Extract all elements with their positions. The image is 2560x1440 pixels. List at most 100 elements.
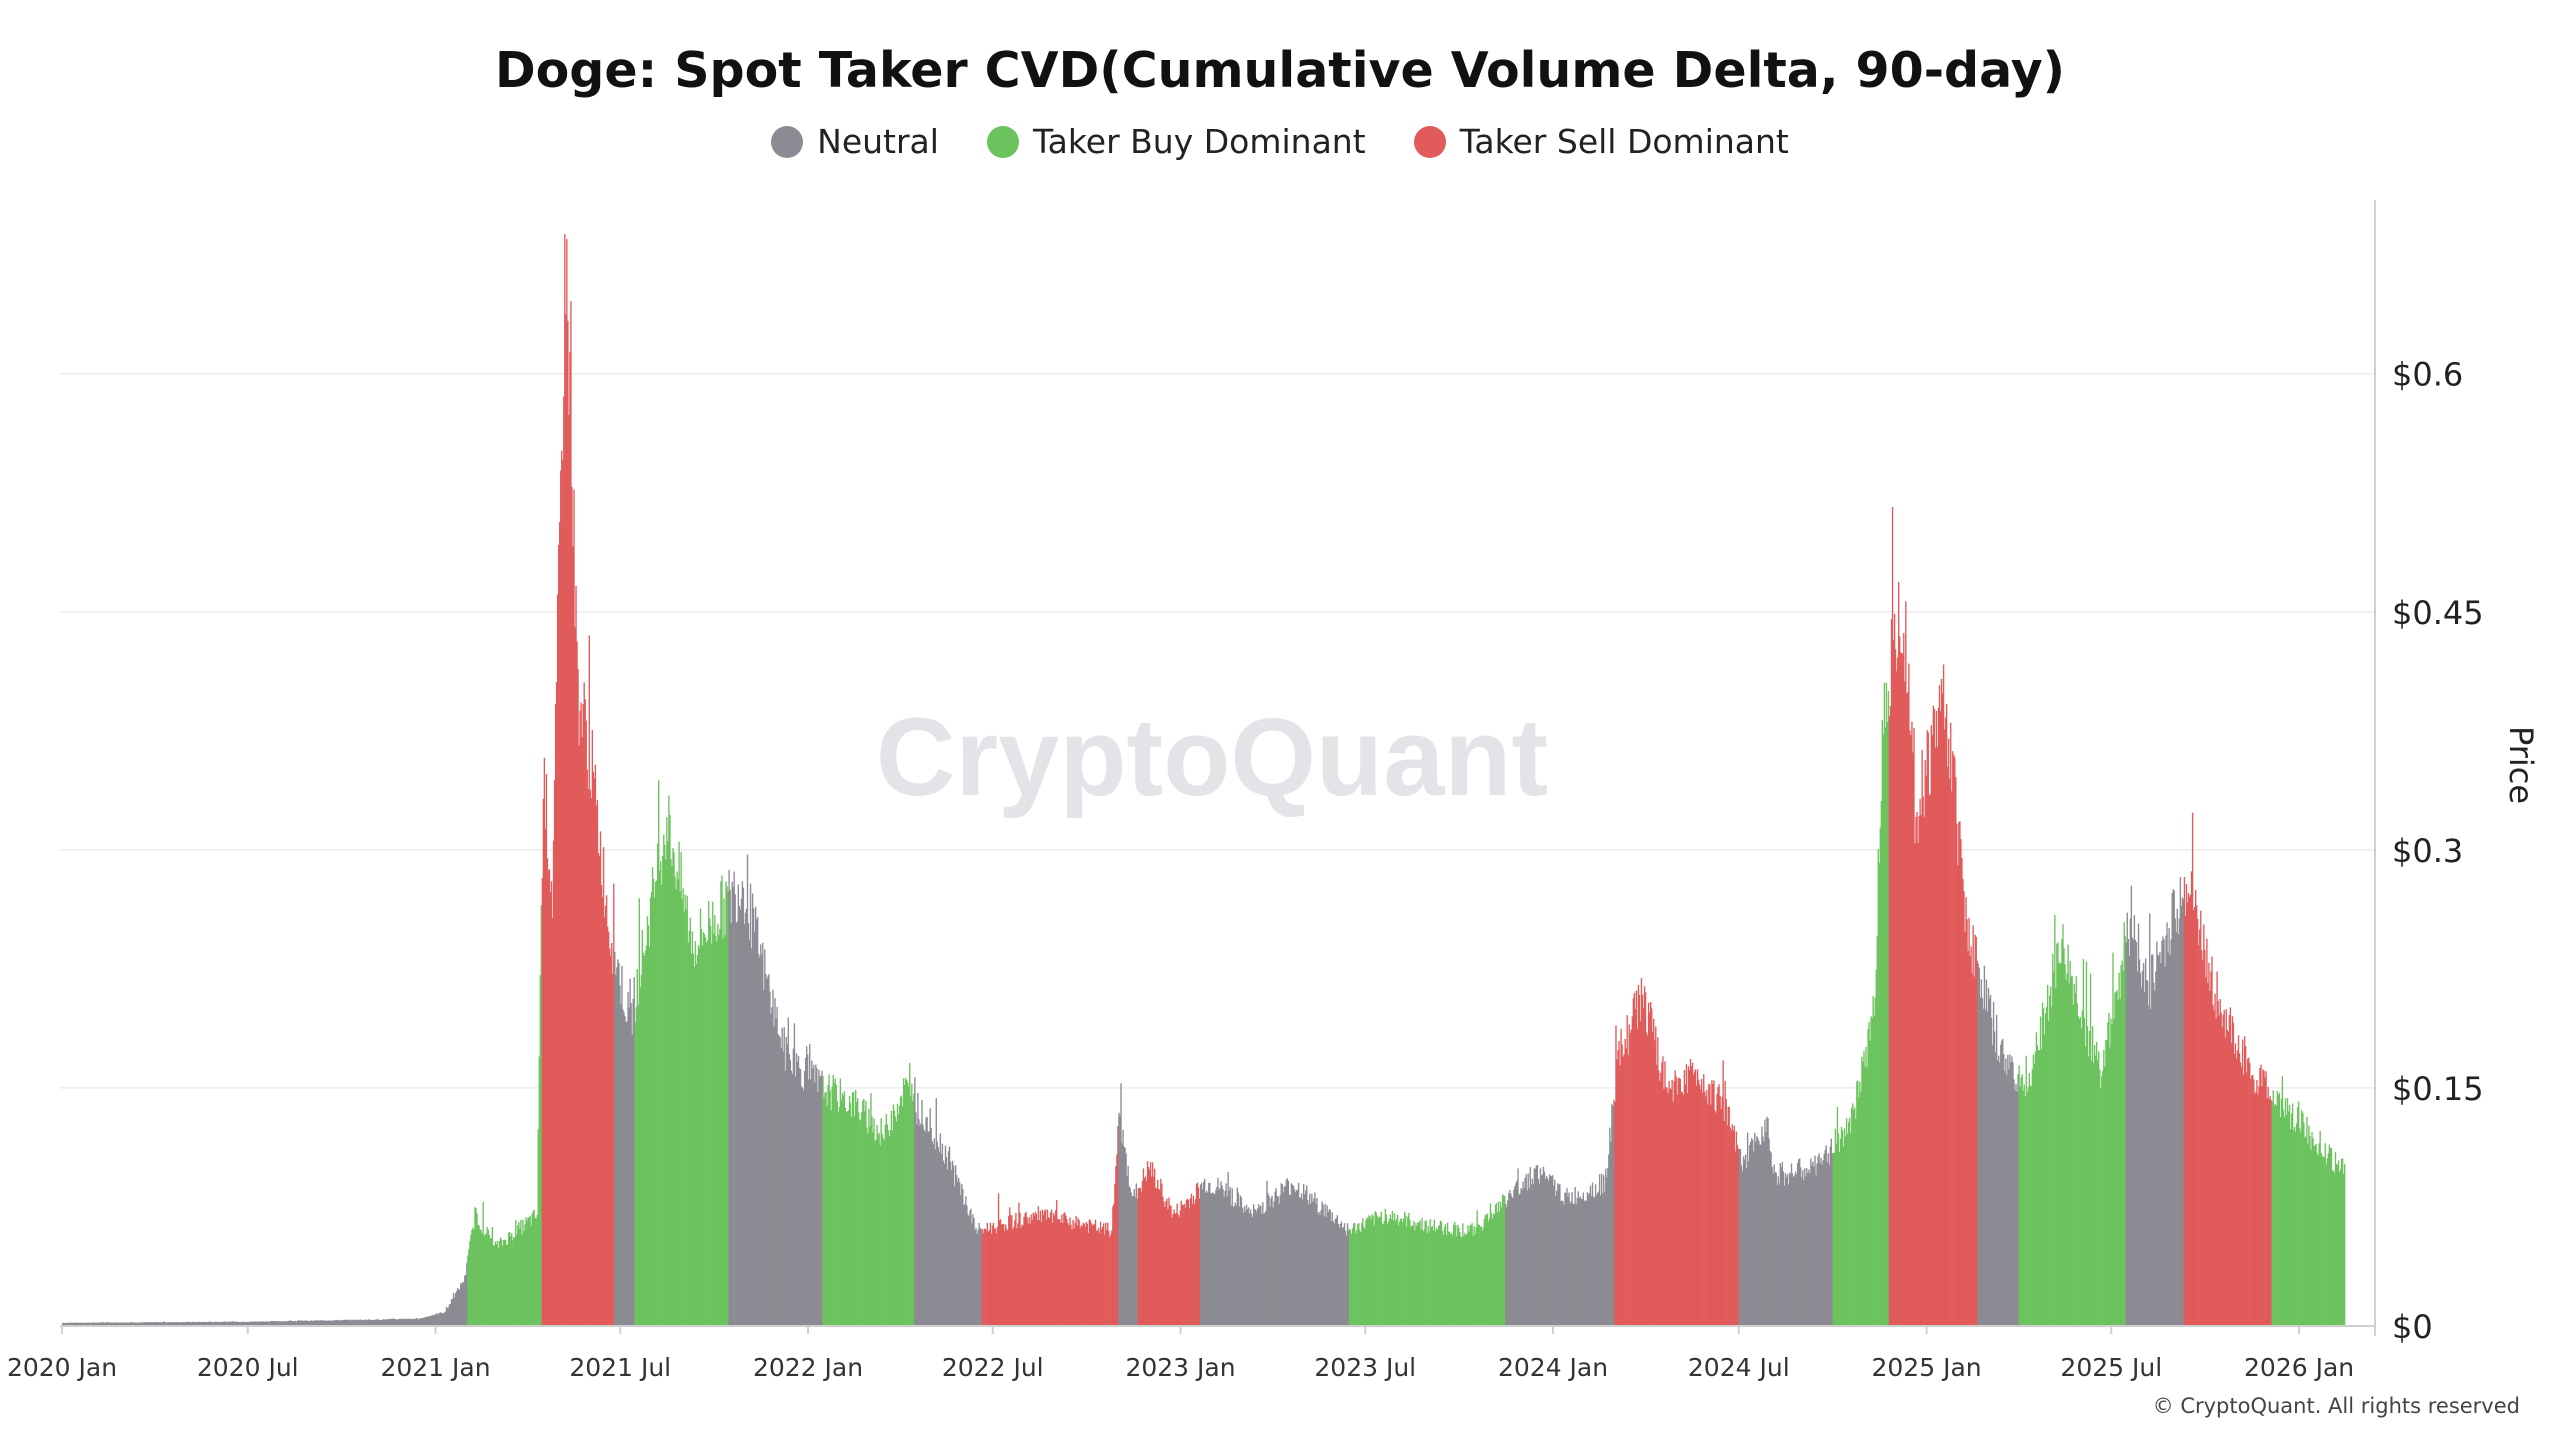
price-bar bbox=[471, 1230, 473, 1326]
price-bar bbox=[98, 1322, 101, 1326]
price-bar bbox=[1047, 1217, 1050, 1326]
price-bar bbox=[618, 962, 620, 1326]
price-bar bbox=[2340, 1159, 2343, 1326]
price-bar bbox=[167, 1322, 169, 1326]
price-bar bbox=[1855, 1118, 1857, 1326]
price-bar bbox=[106, 1322, 109, 1326]
price-bar bbox=[743, 924, 746, 1326]
price-bar bbox=[1853, 1109, 1855, 1326]
price-bar bbox=[900, 1095, 903, 1326]
price-bar bbox=[1767, 1118, 1769, 1326]
price-bar bbox=[640, 974, 643, 1326]
price-bar bbox=[1825, 1145, 1827, 1326]
price-bar bbox=[779, 1037, 781, 1326]
price-bar bbox=[843, 1091, 846, 1326]
price-bar bbox=[1276, 1195, 1278, 1326]
price-bar bbox=[984, 1228, 986, 1326]
price-bar bbox=[466, 1263, 468, 1326]
price-bar bbox=[2290, 1113, 2293, 1326]
price-bar bbox=[1874, 997, 1876, 1326]
price-bar bbox=[950, 1169, 953, 1326]
price-bar bbox=[1035, 1213, 1037, 1326]
price-bar bbox=[1242, 1212, 1245, 1326]
price-bar bbox=[1445, 1234, 1448, 1326]
legend-item-neutral[interactable]: Neutral bbox=[771, 122, 939, 161]
price-bar bbox=[2255, 1091, 2257, 1326]
price-bar bbox=[1551, 1176, 1553, 1326]
price-bar bbox=[2177, 934, 2179, 1326]
price-bar bbox=[110, 1322, 113, 1326]
legend-item-sell[interactable]: Taker Sell Dominant bbox=[1413, 122, 1789, 161]
price-bar bbox=[1405, 1215, 1407, 1326]
price-bar bbox=[2041, 1002, 2044, 1326]
price-bar bbox=[630, 1003, 632, 1326]
price-bar bbox=[559, 522, 561, 1326]
price-bar bbox=[1386, 1224, 1389, 1326]
price-bar bbox=[736, 921, 738, 1326]
price-bar bbox=[997, 1193, 1000, 1326]
price-bar bbox=[1971, 973, 1973, 1326]
price-bar bbox=[1389, 1214, 1392, 1326]
price-bar bbox=[1036, 1220, 1039, 1326]
price-bar bbox=[1347, 1230, 1350, 1326]
price-bar bbox=[1574, 1186, 1576, 1326]
price-bar bbox=[239, 1322, 241, 1326]
price-bar bbox=[380, 1319, 382, 1326]
price-bar bbox=[1896, 657, 1899, 1326]
price-bar bbox=[1420, 1229, 1422, 1326]
legend-item-buy[interactable]: Taker Buy Dominant bbox=[986, 122, 1366, 161]
price-bar bbox=[1009, 1207, 1011, 1326]
price-bar bbox=[849, 1103, 852, 1326]
price-bar bbox=[1802, 1170, 1804, 1326]
price-bar bbox=[136, 1322, 138, 1326]
price-bar bbox=[2172, 889, 2174, 1326]
price-bar bbox=[510, 1236, 512, 1326]
price-bar bbox=[1889, 706, 1892, 1326]
price-bar bbox=[150, 1322, 153, 1326]
price-bar bbox=[1417, 1222, 1419, 1326]
price-bar bbox=[601, 896, 604, 1326]
price-bar bbox=[1392, 1220, 1395, 1326]
price-bar bbox=[219, 1322, 221, 1326]
price-bar bbox=[2235, 1058, 2238, 1326]
price-bar bbox=[263, 1321, 265, 1326]
price-bar bbox=[1922, 796, 1924, 1326]
price-bar bbox=[1269, 1206, 1271, 1326]
price-bar bbox=[1374, 1211, 1376, 1326]
price-bar bbox=[918, 1119, 920, 1326]
price-bar bbox=[598, 856, 601, 1326]
price-bar bbox=[667, 841, 669, 1326]
price-bar bbox=[1516, 1180, 1518, 1326]
price-bar bbox=[1416, 1226, 1418, 1326]
price-bar bbox=[1660, 1072, 1662, 1326]
price-bar bbox=[1941, 693, 1944, 1326]
price-bar bbox=[1559, 1184, 1561, 1326]
price-bar bbox=[197, 1321, 200, 1326]
price-bar bbox=[874, 1141, 876, 1326]
price-bar bbox=[2300, 1131, 2302, 1326]
price-bar bbox=[1591, 1182, 1594, 1326]
price-bar bbox=[1424, 1220, 1426, 1326]
price-bar bbox=[1631, 1016, 1633, 1326]
price-bar bbox=[2013, 1079, 2015, 1326]
price-bar bbox=[383, 1319, 385, 1326]
price-bar bbox=[825, 1091, 827, 1326]
price-bar bbox=[1152, 1176, 1155, 1326]
price-bar bbox=[2293, 1126, 2296, 1326]
price-bar bbox=[1746, 1132, 1749, 1326]
price-bar bbox=[2343, 1164, 2346, 1326]
price-bar bbox=[344, 1319, 347, 1326]
price-bar bbox=[435, 1313, 437, 1326]
price-bar bbox=[295, 1321, 298, 1326]
price-bar bbox=[244, 1322, 247, 1326]
price-bar bbox=[1434, 1231, 1437, 1326]
price-bar bbox=[1356, 1230, 1358, 1326]
price-bar bbox=[686, 895, 688, 1326]
price-bar bbox=[2027, 1087, 2029, 1326]
price-bar bbox=[970, 1208, 972, 1326]
price-bar bbox=[1908, 663, 1910, 1326]
price-bar bbox=[1589, 1185, 1592, 1326]
price-bar bbox=[517, 1225, 519, 1326]
price-bar bbox=[1226, 1196, 1228, 1326]
price-bar bbox=[842, 1095, 845, 1326]
